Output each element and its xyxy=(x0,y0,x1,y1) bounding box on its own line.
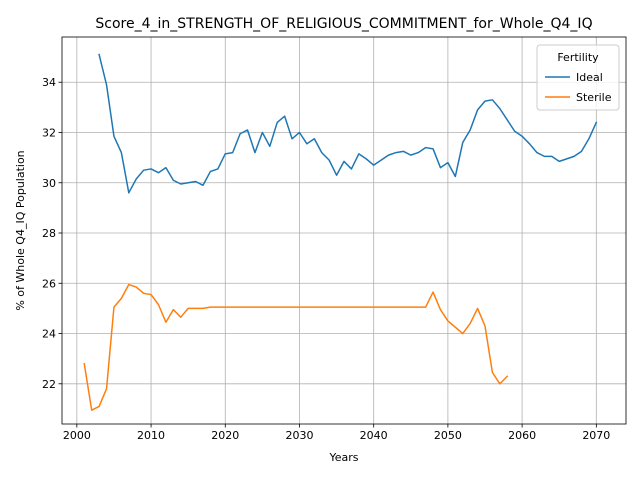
x-tick-label: 2040 xyxy=(360,429,388,442)
series-layer xyxy=(83,53,598,411)
chart-title: Score_4_in_STRENGTH_OF_RELIGIOUS_COMMITM… xyxy=(95,16,592,32)
legend-frame xyxy=(536,44,620,111)
x-tick-label: 2060 xyxy=(508,429,536,442)
x-tick-label: 2010 xyxy=(137,429,165,442)
plot-frame xyxy=(61,36,627,425)
y-tick-label: 30 xyxy=(42,177,56,190)
legend[interactable]: Fertility Ideal Sterile xyxy=(536,44,620,111)
legend-label-sterile: Sterile xyxy=(576,91,612,104)
series-line-ideal xyxy=(98,53,598,194)
y-axis-label: % of Whole Q4_IQ Population xyxy=(14,150,27,310)
x-tick-label: 2030 xyxy=(285,429,313,442)
series-line-sterile xyxy=(83,283,509,411)
axis-ticks: 2000 2010 2020 2030 2040 2050 2060 2070 22 24 26 28… xyxy=(42,76,610,442)
y-tick-label: 28 xyxy=(42,227,56,240)
x-tick-label: 2050 xyxy=(434,429,462,442)
legend-items: Ideal Sterile xyxy=(545,71,612,104)
y-tick-label: 34 xyxy=(42,76,56,89)
x-tick-label: 2070 xyxy=(582,429,610,442)
y-tick-label: 22 xyxy=(42,378,56,391)
x-tick-label: 2020 xyxy=(211,429,239,442)
y-tick-label: 32 xyxy=(42,126,56,139)
y-tick-label: 26 xyxy=(42,277,56,290)
legend-title: Fertility xyxy=(557,51,599,64)
x-axis-label: Years xyxy=(328,451,358,464)
x-tick-label: 2000 xyxy=(63,429,91,442)
y-tick-label: 24 xyxy=(42,328,56,341)
legend-label-ideal: Ideal xyxy=(576,71,603,84)
